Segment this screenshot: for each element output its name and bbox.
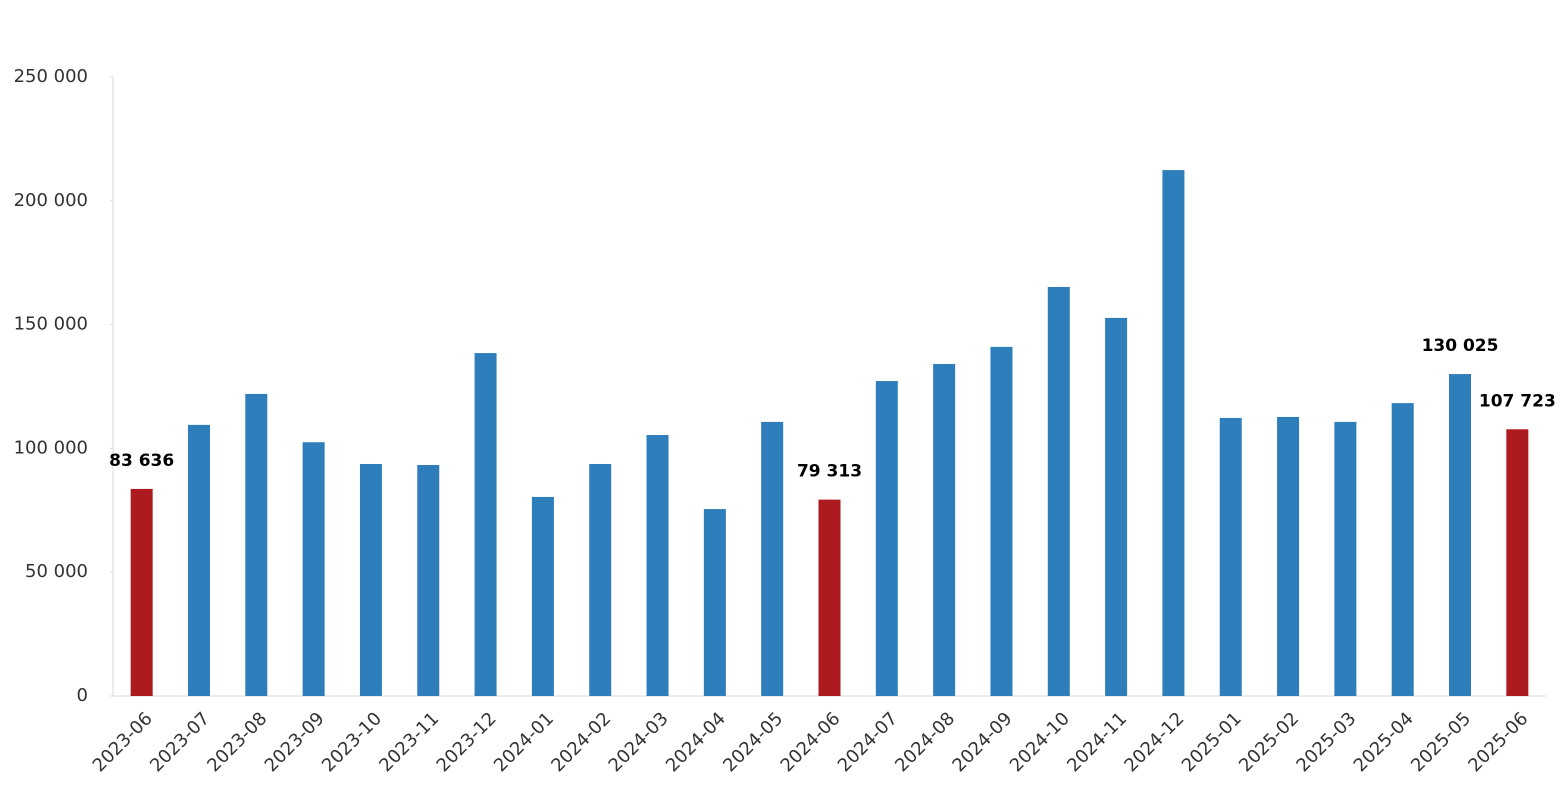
x-tick-label: 2023-12 <box>433 708 501 776</box>
x-tick-label: 2023-06 <box>89 708 157 776</box>
x-tick-label: 2023-10 <box>318 708 386 776</box>
x-tick-label: 2024-02 <box>547 708 615 776</box>
bar <box>761 421 784 696</box>
x-tick-label: 2025-02 <box>1235 708 1303 776</box>
bar <box>875 381 898 696</box>
x-tick-label: 2025-04 <box>1350 708 1418 776</box>
bar <box>990 346 1013 696</box>
bar <box>1449 374 1472 696</box>
bar <box>818 499 841 696</box>
bar <box>245 393 268 696</box>
x-tick-label: 2024-06 <box>777 708 845 776</box>
x-tick-label: 2024-01 <box>490 708 558 776</box>
bar <box>1334 421 1357 696</box>
x-tick-label: 2025-05 <box>1407 708 1475 776</box>
bar <box>1162 170 1185 696</box>
bar <box>1047 286 1070 696</box>
y-tick-label: 0 <box>77 685 88 706</box>
bar <box>703 509 726 696</box>
x-tick-label: 2025-06 <box>1464 708 1532 776</box>
x-tick-label: 2025-03 <box>1292 708 1360 776</box>
data-label: 79 313 <box>797 462 862 482</box>
x-tick-label: 2023-09 <box>261 708 329 776</box>
bar <box>417 464 440 696</box>
x-tick-label: 2023-08 <box>203 708 271 776</box>
y-tick-label: 150 000 <box>14 314 88 335</box>
x-tick-label: 2025-01 <box>1178 708 1246 776</box>
x-tick-label: 2024-12 <box>1120 708 1188 776</box>
x-tick-label: 2024-05 <box>719 708 787 776</box>
bar <box>589 463 612 696</box>
bar <box>474 353 497 696</box>
bar <box>187 424 210 696</box>
y-tick-label: 200 000 <box>14 190 88 211</box>
bar <box>359 463 382 696</box>
bar <box>1277 416 1300 696</box>
data-label: 130 025 <box>1422 336 1499 356</box>
bar <box>302 442 325 696</box>
x-tick-label: 2024-11 <box>1063 708 1131 776</box>
bar <box>1391 403 1414 696</box>
x-tick-label: 2024-07 <box>834 708 902 776</box>
bar <box>531 496 554 696</box>
bar <box>1506 429 1529 696</box>
data-label: 107 723 <box>1479 391 1556 411</box>
x-tick-label: 2023-07 <box>146 708 214 776</box>
bar <box>1105 317 1128 696</box>
x-tick-label: 2024-08 <box>891 708 959 776</box>
bar <box>1219 417 1242 696</box>
y-tick-label: 100 000 <box>14 437 88 458</box>
y-tick-label: 250 000 <box>14 66 88 87</box>
x-tick-label: 2023-11 <box>375 708 443 776</box>
x-tick-label: 2024-04 <box>662 708 730 776</box>
bar <box>646 435 669 696</box>
x-tick-label: 2024-09 <box>948 708 1016 776</box>
data-label: 83 636 <box>109 451 174 471</box>
x-tick-label: 2024-10 <box>1006 708 1074 776</box>
x-tick-label: 2024-03 <box>605 708 673 776</box>
bar <box>933 363 956 696</box>
y-tick-label: 50 000 <box>25 561 88 582</box>
bar <box>130 488 153 696</box>
